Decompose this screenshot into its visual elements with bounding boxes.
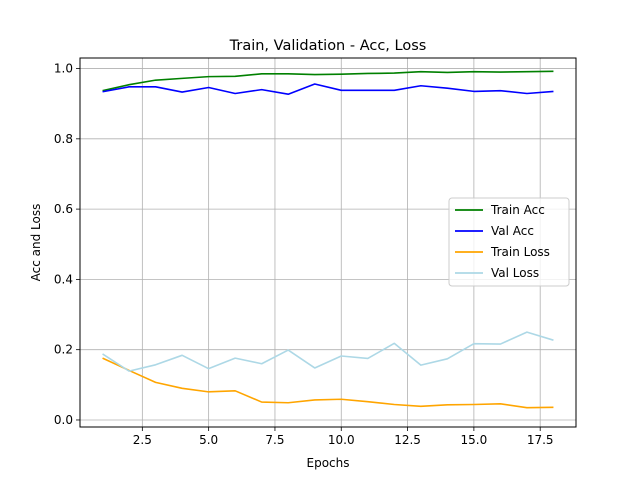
y-tick-label: 0.6 bbox=[54, 202, 73, 216]
x-tick-label: 10.0 bbox=[328, 433, 355, 447]
y-tick-label: 0.2 bbox=[54, 343, 73, 357]
legend-label-train-loss: Train Loss bbox=[490, 245, 550, 259]
legend-label-train-acc: Train Acc bbox=[490, 203, 545, 217]
ticks: 2.5 5.0 7.5 10.0 12.5 15.0 17.5 0.0 0.2 0.4 0.6 0.8… bbox=[54, 62, 554, 447]
x-tick-label: 15.0 bbox=[461, 433, 488, 447]
y-tick-label: 1.0 bbox=[54, 62, 73, 76]
series-lines bbox=[102, 70, 554, 409]
series-line-train-acc bbox=[102, 70, 554, 92]
y-axis-title: Acc and Loss bbox=[29, 204, 43, 282]
x-tick-label: 12.5 bbox=[394, 433, 421, 447]
x-tick-label: 7.5 bbox=[265, 433, 284, 447]
x-axis-title: Epochs bbox=[307, 456, 350, 470]
chart-title: Train, Validation - Acc, Loss bbox=[229, 38, 427, 54]
x-tick-label: 17.5 bbox=[527, 433, 554, 447]
y-tick-label: 0.4 bbox=[54, 272, 73, 286]
legend-label-val-acc: Val Acc bbox=[491, 224, 534, 238]
series-line-train-loss bbox=[102, 357, 554, 409]
series-line-val-acc bbox=[102, 83, 554, 95]
x-tick-label: 2.5 bbox=[133, 433, 152, 447]
y-tick-label: 0.0 bbox=[54, 413, 73, 427]
legend-label-val-loss: Val Loss bbox=[491, 266, 539, 280]
plot-frame bbox=[79, 57, 577, 428]
y-tick-label: 0.8 bbox=[54, 132, 73, 146]
x-tick-label: 5.0 bbox=[199, 433, 218, 447]
legend-box bbox=[448, 197, 570, 287]
legend: Train Acc Val Acc Train Loss Val Loss bbox=[448, 197, 570, 287]
series-line-val-loss bbox=[102, 331, 554, 372]
